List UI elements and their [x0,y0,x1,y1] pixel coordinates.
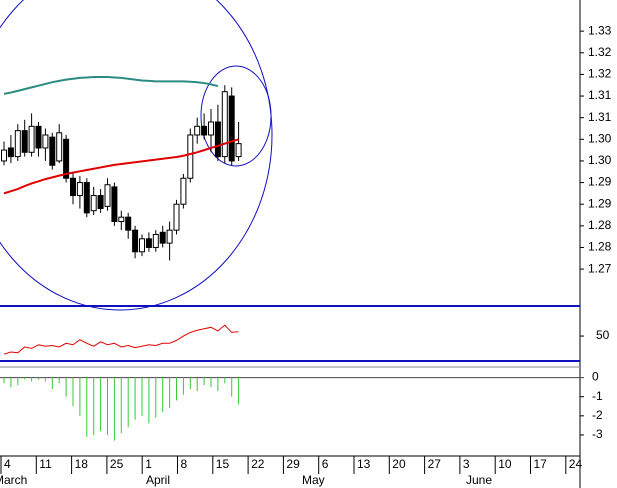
y-tick-label: 1.30 [588,131,612,145]
y-tick-label: 1.31 [588,110,612,124]
x-tick-label: 11 [39,457,52,471]
candle-body [152,233,159,248]
x-tick-label: 24 [569,457,583,471]
y-tick-label: 1.33 [588,23,612,37]
candle-body [97,195,104,210]
x-tick-label: 15 [216,457,230,471]
y-tick-label: 1.28 [588,218,612,232]
x-tick-label: 27 [428,457,442,471]
moving-average [3,138,239,195]
candle-body [145,238,152,248]
candle-body [214,121,221,158]
moving-average [3,76,219,95]
x-tick-label: 4 [4,457,11,471]
candle-body [187,134,194,179]
candle-body [49,136,56,166]
x-tick-label: 22 [251,457,265,471]
y-tick-label: 1.31 [588,88,612,102]
candle-body [125,216,132,231]
y-tick-label: 1.27 [588,261,612,275]
month-label: May [302,473,325,487]
x-tick-label: 17 [534,457,548,471]
candle-body [208,121,214,136]
x-tick-label: 20 [392,457,406,471]
y-tick-label: 1.29 [588,175,612,189]
candle-body [201,125,208,136]
candle-body [166,229,173,244]
candle-body [132,229,139,253]
y-tick-label: -1 [592,389,603,403]
candle-body [228,95,235,162]
candle-body [104,184,111,207]
x-tick-label: 6 [322,457,329,471]
candle-body [83,182,90,214]
x-tick-label: 10 [498,457,512,471]
y-tick-label: 1.32 [588,67,612,81]
x-tick-label: 13 [357,457,371,471]
candle-body [221,91,228,158]
candle-body [139,238,145,253]
candle-body [14,130,21,158]
candle-body [1,149,7,162]
x-tick-label: 25 [110,457,124,471]
candle-body [76,182,83,197]
month-label: June [466,473,492,487]
month-label: April [146,473,170,487]
candle-body [56,132,63,162]
candle-body [235,143,242,158]
candle-body [70,177,76,197]
candle-body [7,147,14,158]
candle-body [21,130,28,153]
candle-body [111,186,118,223]
candle-body [173,203,180,231]
x-tick-label: 29 [286,457,300,471]
candle-body [180,177,187,205]
y-tick-label: 1.30 [588,153,612,167]
annotation-ellipse [200,65,272,167]
candle-body [159,231,166,244]
oscillator-line [3,324,239,355]
x-tick-label: 1 [145,457,152,471]
candle-body [28,125,35,153]
y-tick-label: -3 [592,427,603,441]
candle-body [118,216,125,223]
y-tick-label: 1.32 [588,45,612,59]
y-tick-label: 1.28 [588,240,612,254]
annotation-ellipse [0,0,273,311]
y-tick-label: 50 [596,328,610,342]
candle-body [90,195,97,212]
y-tick-label: 0 [592,370,599,384]
x-tick-label: 3 [463,457,470,471]
month-label: March [0,473,27,487]
candle-body [194,125,201,136]
candle-body [42,134,49,149]
candle-body [63,138,70,179]
y-tick-label: -2 [592,408,603,422]
x-tick-label: 8 [181,457,188,471]
x-tick-label: 18 [75,457,89,471]
y-tick-label: 1.29 [588,196,612,210]
candle-body [35,125,42,149]
